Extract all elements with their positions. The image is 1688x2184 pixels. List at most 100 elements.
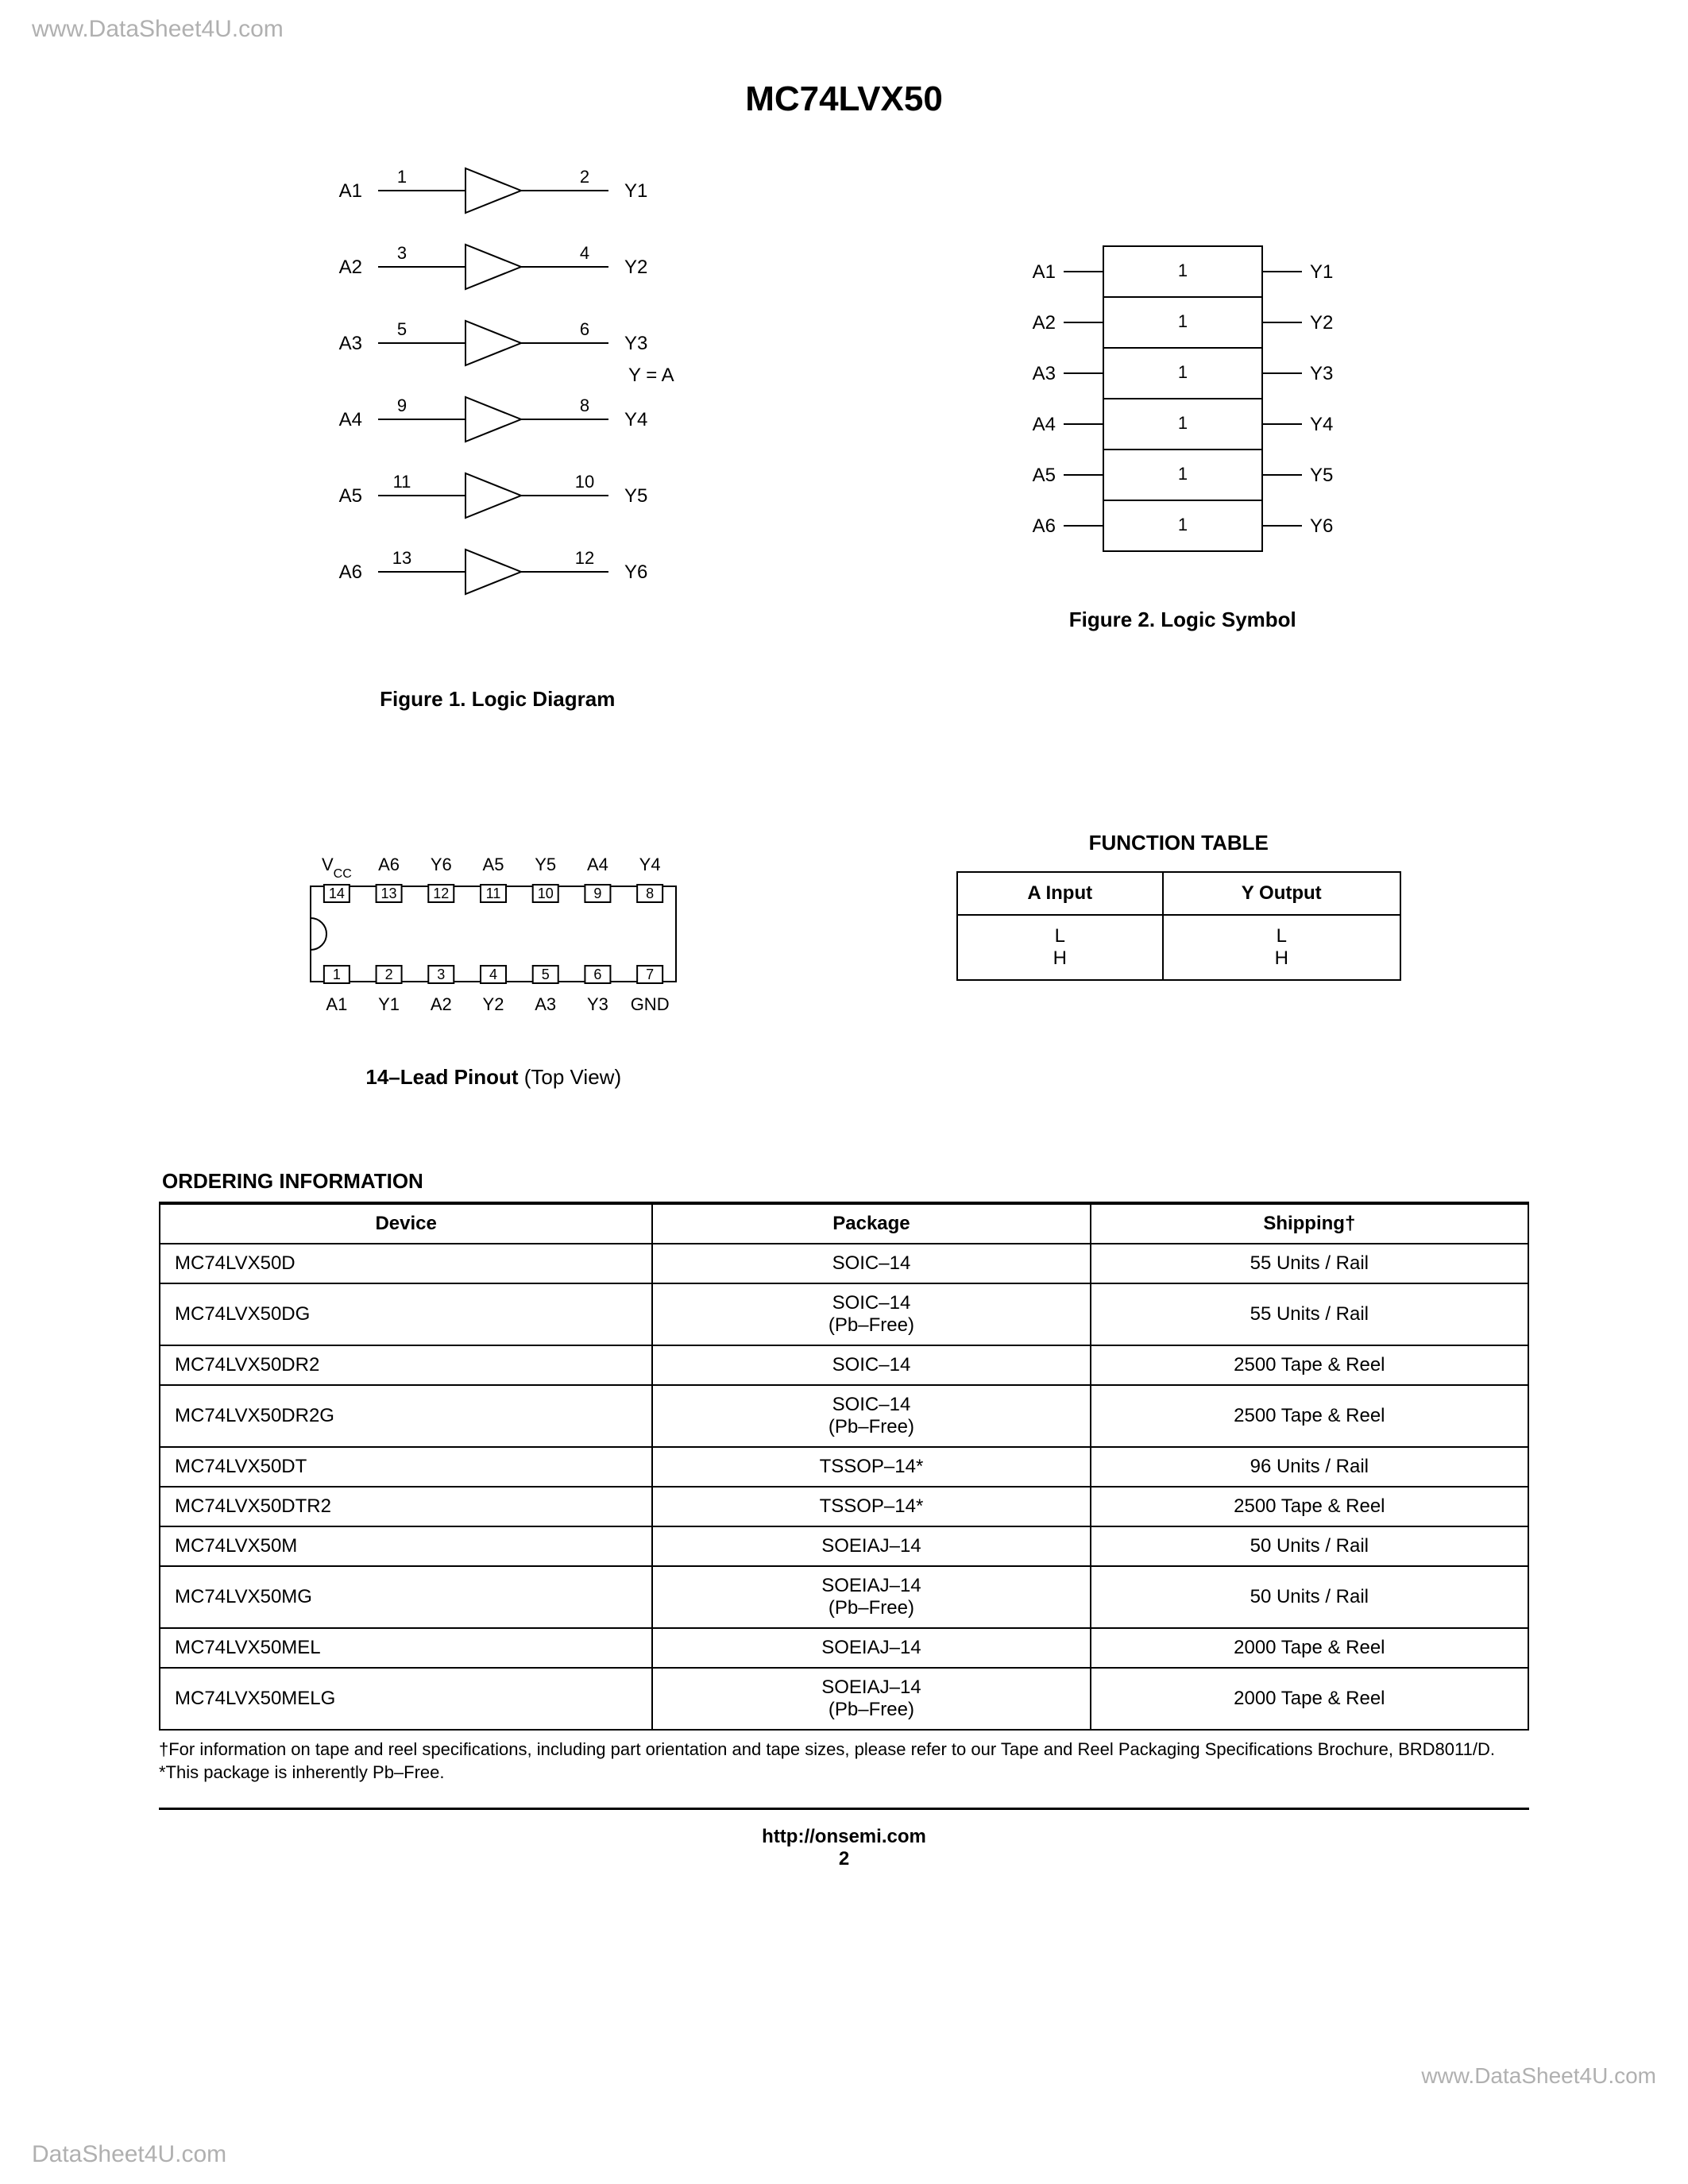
ordering-row: MC74LVX50DTR2TSSOP–14*2500 Tape & Reel xyxy=(160,1487,1528,1526)
svg-text:10: 10 xyxy=(538,886,554,901)
function-table: A InputY OutputLHLH xyxy=(956,871,1401,981)
svg-text:Y6: Y6 xyxy=(1310,515,1333,537)
svg-text:2: 2 xyxy=(385,967,393,982)
svg-text:A5: A5 xyxy=(339,485,362,507)
svg-text:A2: A2 xyxy=(431,994,452,1014)
svg-text:Y3: Y3 xyxy=(624,333,647,354)
ordering-shipping-cell: 2000 Tape & Reel xyxy=(1091,1628,1528,1668)
ordering-header: Shipping† xyxy=(1091,1203,1528,1244)
svg-text:2: 2 xyxy=(580,167,589,187)
svg-text:13: 13 xyxy=(381,886,397,901)
footnote-dagger: †For information on tape and reel specif… xyxy=(159,1738,1529,1761)
ordering-row: MC74LVX50DR2GSOIC–14(Pb–Free)2500 Tape &… xyxy=(160,1385,1528,1447)
ordering-shipping-cell: 55 Units / Rail xyxy=(1091,1244,1528,1283)
svg-text:Y = A: Y = A xyxy=(628,365,674,386)
svg-text:5: 5 xyxy=(542,967,550,982)
svg-text:12: 12 xyxy=(575,548,594,568)
footer-page-number: 2 xyxy=(159,1848,1529,1870)
ordering-row: MC74LVX50MELSOEIAJ–142000 Tape & Reel xyxy=(160,1628,1528,1668)
ordering-device-cell: MC74LVX50MEL xyxy=(160,1628,652,1668)
svg-text:Y5: Y5 xyxy=(535,855,557,874)
ordering-table: DevicePackageShipping†MC74LVX50DSOIC–145… xyxy=(159,1202,1529,1731)
logic-diagram-caption: Figure 1. Logic Diagram xyxy=(315,687,680,712)
svg-text:Y1: Y1 xyxy=(624,180,647,202)
svg-text:9: 9 xyxy=(397,396,407,415)
footnote-star: *This package is inherently Pb–Free. xyxy=(159,1761,1529,1785)
svg-text:1: 1 xyxy=(1178,362,1188,382)
svg-text:Y2: Y2 xyxy=(624,257,647,278)
svg-text:A4: A4 xyxy=(587,855,608,874)
ordering-shipping-cell: 2500 Tape & Reel xyxy=(1091,1385,1528,1447)
svg-text:12: 12 xyxy=(434,886,450,901)
svg-text:A5: A5 xyxy=(483,855,504,874)
svg-text:Y1: Y1 xyxy=(1310,261,1333,283)
svg-text:Y4: Y4 xyxy=(1310,414,1333,435)
ordering-device-cell: MC74LVX50DG xyxy=(160,1283,652,1345)
ordering-package-cell: SOEIAJ–14 xyxy=(652,1526,1090,1566)
svg-text:A1: A1 xyxy=(1032,261,1055,283)
ordering-shipping-cell: 2000 Tape & Reel xyxy=(1091,1668,1528,1730)
watermark-top: www.DataSheet4U.com xyxy=(32,16,284,43)
ordering-header: Package xyxy=(652,1203,1090,1244)
svg-text:Y5: Y5 xyxy=(624,485,647,507)
ordering-shipping-cell: 2500 Tape & Reel xyxy=(1091,1345,1528,1385)
svg-text:A3: A3 xyxy=(1032,363,1055,384)
ordering-title: ORDERING INFORMATION xyxy=(162,1169,1529,1194)
pinout-caption: 14–Lead Pinout (Top View) xyxy=(287,1065,700,1090)
pinout-caption-bold: 14–Lead Pinout xyxy=(365,1065,518,1089)
ordering-package-cell: SOEIAJ–14 xyxy=(652,1628,1090,1668)
svg-text:Y1: Y1 xyxy=(378,994,400,1014)
ordering-device-cell: MC74LVX50DT xyxy=(160,1447,652,1487)
svg-text:A4: A4 xyxy=(339,409,362,430)
ordering-device-cell: MC74LVX50DTR2 xyxy=(160,1487,652,1526)
svg-text:A2: A2 xyxy=(339,257,362,278)
ordering-device-cell: MC74LVX50D xyxy=(160,1244,652,1283)
svg-text:11: 11 xyxy=(486,886,501,901)
pinout-svg: 14VCC13A612Y611A510Y59A48Y41A12Y13A24Y25… xyxy=(287,823,700,1045)
logic-symbol-block: A1Y11A2Y21A3Y31A4Y41A5Y51A6Y61 Figure 2.… xyxy=(992,230,1373,712)
function-table-block: FUNCTION TABLE A InputY OutputLHLH xyxy=(956,831,1401,981)
svg-text:13: 13 xyxy=(392,548,411,568)
function-table-header: A Input xyxy=(957,872,1163,915)
ordering-shipping-cell: 2500 Tape & Reel xyxy=(1091,1487,1528,1526)
watermark-right: www.DataSheet4U.com xyxy=(1421,2063,1656,2089)
ordering-package-cell: SOEIAJ–14(Pb–Free) xyxy=(652,1566,1090,1628)
ordering-package-cell: SOEIAJ–14(Pb–Free) xyxy=(652,1668,1090,1730)
ordering-package-cell: SOIC–14(Pb–Free) xyxy=(652,1283,1090,1345)
ordering-shipping-cell: 50 Units / Rail xyxy=(1091,1566,1528,1628)
ordering-footnotes: †For information on tape and reel specif… xyxy=(159,1738,1529,1784)
pinout-block: 14VCC13A612Y611A510Y59A48Y41A12Y13A24Y25… xyxy=(287,823,700,1090)
svg-text:10: 10 xyxy=(575,472,594,492)
logic-symbol-svg: A1Y11A2Y21A3Y31A4Y41A5Y51A6Y61 xyxy=(992,230,1373,580)
svg-text:A6: A6 xyxy=(1032,515,1055,537)
ordering-row: MC74LVX50DR2SOIC–142500 Tape & Reel xyxy=(160,1345,1528,1385)
svg-text:A1: A1 xyxy=(326,994,348,1014)
svg-text:A3: A3 xyxy=(339,333,362,354)
svg-text:6: 6 xyxy=(580,319,589,339)
logic-symbol-caption: Figure 2. Logic Symbol xyxy=(992,608,1373,632)
svg-text:1: 1 xyxy=(1178,260,1188,280)
function-table-cell: LH xyxy=(957,915,1163,980)
datasheet-page: www.DataSheet4U.com www.DataSheet4U.com … xyxy=(0,0,1688,2184)
ordering-row: MC74LVX50DSOIC–1455 Units / Rail xyxy=(160,1244,1528,1283)
svg-text:VCC: VCC xyxy=(322,855,352,881)
svg-text:4: 4 xyxy=(580,243,589,263)
logic-diagram-block: A112Y1A234Y2A356Y3A498Y4A51110Y5A61312Y6… xyxy=(315,167,680,712)
watermark-bottom: DataSheet4U.com xyxy=(32,2141,226,2168)
svg-text:A5: A5 xyxy=(1032,465,1055,486)
function-table-header: Y Output xyxy=(1163,872,1400,915)
ordering-device-cell: MC74LVX50MELG xyxy=(160,1668,652,1730)
figures-row: A112Y1A234Y2A356Y3A498Y4A51110Y5A61312Y6… xyxy=(159,167,1529,712)
svg-text:A6: A6 xyxy=(339,561,362,583)
svg-text:1: 1 xyxy=(1178,311,1188,331)
svg-text:Y6: Y6 xyxy=(624,561,647,583)
ordering-device-cell: MC74LVX50M xyxy=(160,1526,652,1566)
svg-text:Y3: Y3 xyxy=(587,994,608,1014)
svg-text:Y5: Y5 xyxy=(1310,465,1333,486)
svg-text:GND: GND xyxy=(631,994,670,1014)
footer-rule xyxy=(159,1808,1529,1810)
svg-text:Y2: Y2 xyxy=(1310,312,1333,334)
svg-text:A6: A6 xyxy=(378,855,400,874)
svg-text:A3: A3 xyxy=(535,994,557,1014)
svg-text:7: 7 xyxy=(646,967,654,982)
